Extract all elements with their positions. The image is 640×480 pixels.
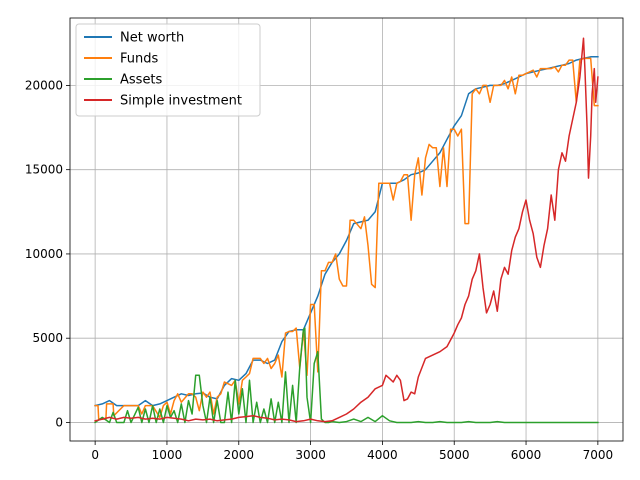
x-tick-label: 4000 [367, 448, 398, 462]
plot-area-frame [69, 17, 624, 442]
series-layer [94, 37, 599, 424]
y-tick-label: 5000 [32, 331, 63, 345]
series-line-funds [94, 57, 599, 420]
x-tick-label: 3000 [295, 448, 326, 462]
y-tick-label: 15000 [25, 163, 63, 177]
legend-label-net-worth: Net worth [120, 31, 184, 46]
x-tick-label: 0 [91, 448, 99, 462]
legend: Net worth Funds Assets Simple investment [75, 23, 261, 117]
legend-label-assets: Assets [120, 73, 163, 88]
legend-label-simple-investment: Simple investment [120, 94, 242, 109]
legend-box [75, 23, 261, 117]
x-tick-label: 1000 [152, 448, 183, 462]
legend-label-funds: Funds [120, 52, 158, 67]
x-axis: 0 1000 2000 3000 4000 5000 6000 7000 [91, 441, 613, 462]
x-tick-label: 5000 [439, 448, 470, 462]
y-tick-label: 10000 [25, 247, 63, 261]
x-tick-label: 7000 [583, 448, 614, 462]
y-tick-label: 0 [55, 415, 63, 429]
y-tick-label: 20000 [25, 78, 63, 92]
y-axis: 0 5000 10000 15000 20000 [25, 78, 70, 429]
x-tick-label: 2000 [223, 448, 254, 462]
series-line-simple-investment [94, 37, 599, 423]
x-tick-label: 6000 [511, 448, 542, 462]
series-line-assets [94, 327, 599, 424]
